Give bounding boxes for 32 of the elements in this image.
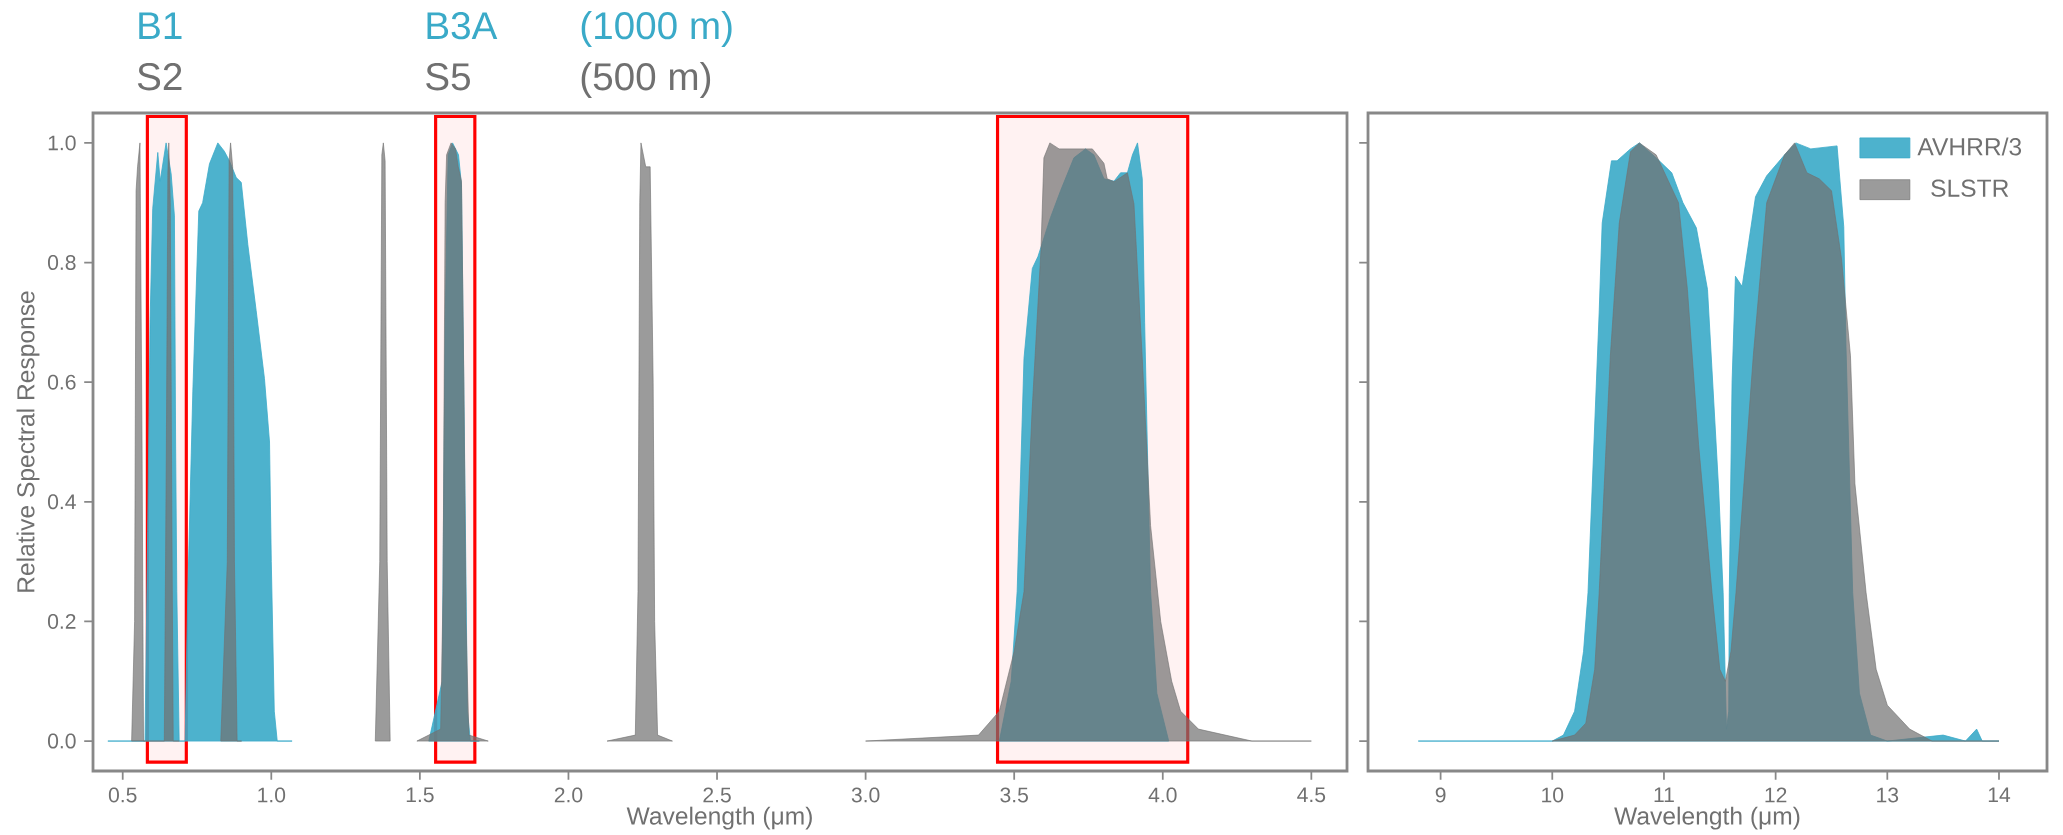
y-tick-label: 0.0 bbox=[47, 733, 76, 749]
x-tick-label: 13 bbox=[1877, 787, 1899, 803]
x-tick-label: 10 bbox=[1542, 787, 1564, 803]
text: B3A bbox=[427, 12, 498, 40]
text: B1 bbox=[139, 12, 182, 39]
y-tick-label: 0.6 bbox=[47, 374, 76, 390]
y-tick-label: 0.8 bbox=[47, 255, 76, 271]
x-tick-label: 4.0 bbox=[1148, 787, 1177, 803]
x-tick-label: 4.5 bbox=[1297, 787, 1326, 803]
text: S2 bbox=[137, 63, 182, 91]
x-tick-label: 11 bbox=[1654, 787, 1674, 803]
x-tick-label: 3.5 bbox=[1000, 787, 1028, 803]
text: (500 m) bbox=[581, 61, 711, 98]
x-tick-label: 0.5 bbox=[108, 787, 137, 803]
y-tick-label: 1.0 bbox=[48, 135, 76, 151]
y-tick-label: 0.2 bbox=[47, 613, 76, 629]
x-tick-label: 14 bbox=[1988, 787, 2011, 803]
legend-label: AVHRR/3 bbox=[1917, 137, 2022, 156]
x-tick-label: 12 bbox=[1765, 787, 1787, 803]
y-tick-label: 0.4 bbox=[47, 494, 76, 510]
x-axis-title: Wavelength (μm) bbox=[626, 806, 812, 830]
x-axis-title: Wavelength (μm) bbox=[1614, 806, 1800, 830]
x-tick-label: 2.0 bbox=[554, 787, 583, 803]
x-tick-label: 1.0 bbox=[258, 787, 286, 803]
x-tick-label: 3.0 bbox=[851, 787, 880, 803]
x-tick-label: 9 bbox=[1435, 787, 1446, 803]
x-tick-label: 2.5 bbox=[703, 787, 731, 803]
text: S5 bbox=[426, 63, 470, 91]
x-tick-label: 1.5 bbox=[406, 787, 434, 803]
legend-label: SLSTR bbox=[1931, 179, 2009, 197]
y-axis-title: Relative Spectral Response bbox=[16, 291, 40, 592]
text: (1000 m) bbox=[581, 10, 732, 47]
